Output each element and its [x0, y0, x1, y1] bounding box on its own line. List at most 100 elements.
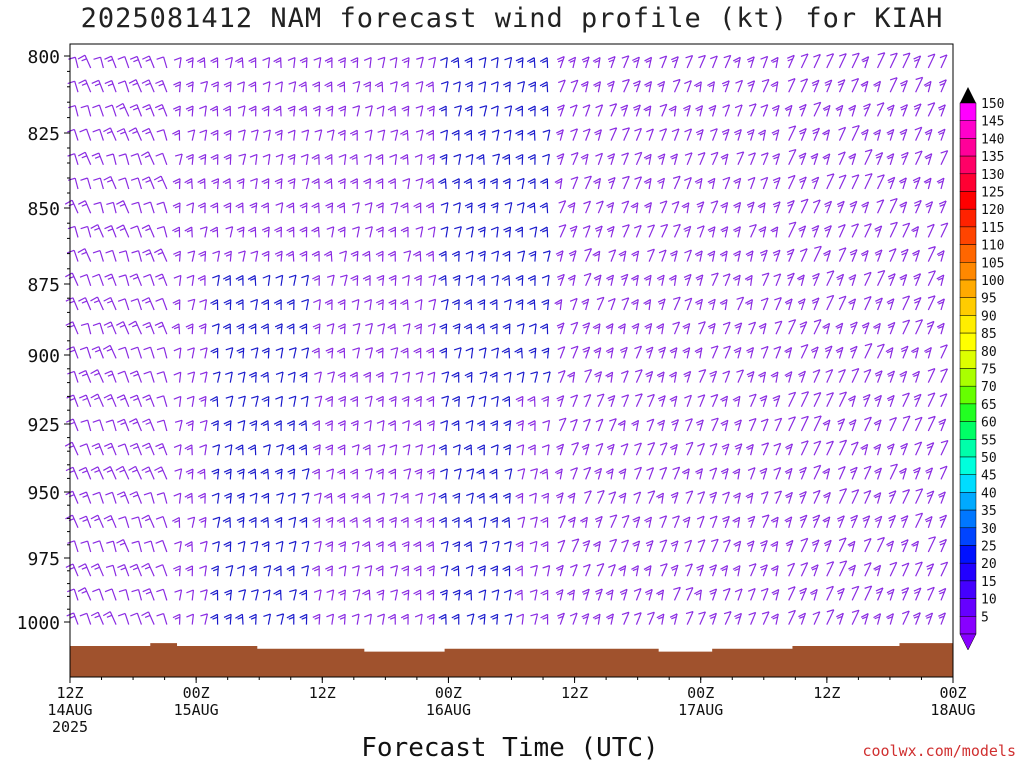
barb-flag [154, 321, 163, 326]
wind-barb [798, 152, 807, 166]
wind-barb [350, 468, 358, 480]
barb-flag [326, 323, 335, 327]
barb-staff [775, 443, 782, 456]
barb-flag [274, 250, 283, 255]
wind-barb [722, 491, 730, 504]
wind-barb [250, 298, 259, 311]
barb-half-flag [787, 276, 793, 280]
barb-half-flag [621, 107, 627, 111]
barb-staff [534, 613, 539, 625]
wind-barb [338, 589, 346, 601]
barb-flag [172, 299, 181, 304]
barb-flag [609, 127, 617, 131]
barb-half-flag [632, 277, 638, 281]
wind-barb [78, 563, 92, 577]
barb-half-flag [238, 326, 244, 330]
wind-barb [530, 516, 538, 528]
barb-half-flag [634, 107, 640, 111]
barb-flag [477, 202, 486, 207]
wind-barb [186, 613, 195, 625]
barb-half-flag [339, 447, 345, 451]
barb-flag [209, 395, 218, 401]
wind-barb [79, 394, 92, 408]
barb-half-flag [301, 616, 307, 620]
barb-staff [788, 319, 797, 335]
barb-flag [299, 250, 307, 256]
wind-barb [287, 420, 295, 432]
barb-flag [248, 323, 256, 329]
wind-barb [657, 153, 666, 165]
barb-flag [210, 347, 218, 353]
barb-staff [546, 420, 551, 432]
barb-half-flag [263, 302, 269, 306]
wind-barb [142, 55, 155, 69]
wind-barb [129, 442, 143, 456]
barb-flag [757, 202, 766, 208]
wind-barb [105, 491, 117, 504]
wind-barb [582, 128, 591, 141]
barb-flag [400, 492, 409, 498]
barb-flag [400, 226, 409, 232]
barb-staff [420, 178, 424, 190]
barb-flag [477, 444, 485, 449]
barb-staff [597, 153, 603, 166]
barb-flag [710, 538, 719, 543]
wind-barb [299, 589, 308, 601]
barb-staff [178, 251, 181, 262]
wind-barb [490, 613, 499, 625]
barb-staff [572, 517, 576, 528]
barb-flag [514, 565, 523, 571]
barb-flag [570, 176, 579, 181]
wind-barb [403, 468, 412, 480]
barb-staff [305, 129, 310, 141]
barb-flag [659, 442, 668, 446]
wind-barb [570, 176, 579, 190]
wind-barb [413, 420, 422, 432]
barb-flag [186, 589, 194, 594]
wind-barb [557, 612, 565, 625]
wind-barb [376, 420, 385, 432]
wind-barb [200, 80, 209, 93]
barb-flag [212, 516, 220, 521]
barb-staff [369, 154, 372, 165]
wind-barb [91, 346, 104, 359]
barb-half-flag [364, 495, 370, 499]
barb-flag [800, 53, 809, 58]
wind-barb [401, 541, 410, 553]
barb-half-flag [145, 58, 151, 62]
barb-flag [502, 565, 510, 570]
wind-barb [401, 565, 410, 577]
barb-flag [668, 105, 677, 111]
barb-half-flag [145, 591, 152, 595]
wind-barb [644, 81, 653, 93]
barb-staff [585, 613, 590, 625]
wind-barb [643, 274, 652, 286]
barb-flag [425, 541, 434, 546]
wind-barb [748, 152, 756, 166]
wind-barb [90, 296, 104, 311]
barb-staff [661, 467, 668, 480]
barb-half-flag [314, 519, 320, 523]
wind-barb [733, 201, 742, 214]
wind-barb [131, 588, 143, 601]
wind-barb [93, 56, 104, 69]
barb-flag [503, 444, 511, 449]
barb-flag [643, 274, 652, 280]
barb-staff [623, 515, 630, 529]
barb-flag [516, 420, 524, 425]
wind-barb [631, 322, 640, 335]
barb-staff [483, 251, 486, 262]
barb-half-flag [440, 447, 447, 451]
barb-flag [696, 419, 704, 424]
barb-half-flag [722, 471, 728, 475]
wind-barb [326, 226, 335, 238]
barb-half-flag [200, 253, 206, 257]
barb-flag [412, 250, 421, 256]
barb-staff [394, 492, 398, 504]
wind-barb [659, 442, 668, 456]
barb-half-flag [772, 132, 779, 136]
barb-staff [800, 344, 809, 359]
wind-barb [402, 444, 411, 456]
barb-flag [477, 178, 486, 183]
barb-half-flag [556, 471, 562, 475]
